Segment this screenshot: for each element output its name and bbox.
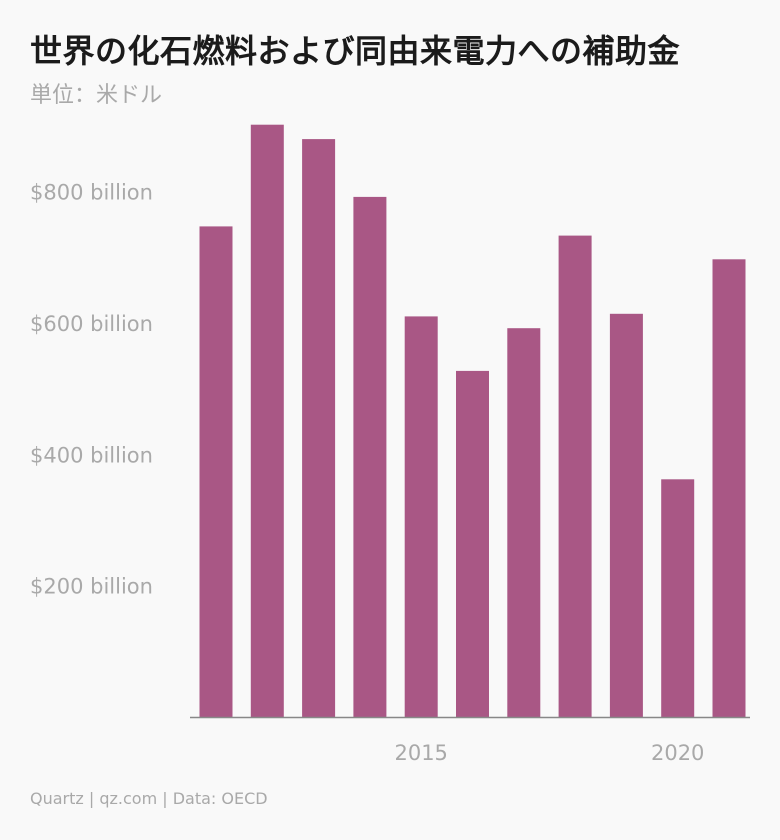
bar-2015 [404, 316, 438, 717]
y-tick-label-200: $200 billion [30, 575, 153, 599]
bar-2021 [712, 259, 746, 717]
bars-group [199, 124, 746, 718]
x-tick-label-2015: 2015 [394, 741, 447, 765]
x-tick-label-2020: 2020 [651, 741, 704, 765]
bar-2013 [302, 139, 336, 718]
y-tick-label-600: $600 billion [30, 312, 153, 336]
bar-2020 [661, 479, 695, 717]
chart-title: 世界の化石燃料および同由来電力への補助金 [30, 32, 681, 70]
bar-2016 [456, 370, 489, 717]
y-tick-label-800: $800 billion [30, 181, 153, 205]
x-tick-labels-group: 2015 2020 [394, 741, 704, 765]
y-tick-labels-group: $200 billion $400 billion $600 billion $800… [30, 181, 153, 599]
bar-2019 [609, 313, 643, 717]
bar-2012 [250, 124, 284, 717]
bar-2011 [199, 226, 233, 717]
bar-2018 [558, 235, 592, 717]
chart-subtitle: 単位：米ドル [30, 83, 163, 108]
y-tick-label-400: $400 billion [30, 443, 153, 467]
bar-2014 [353, 196, 387, 717]
source-footer: Quartz | qz.com | Data: OECD [30, 789, 268, 808]
bar-2017 [507, 328, 541, 717]
